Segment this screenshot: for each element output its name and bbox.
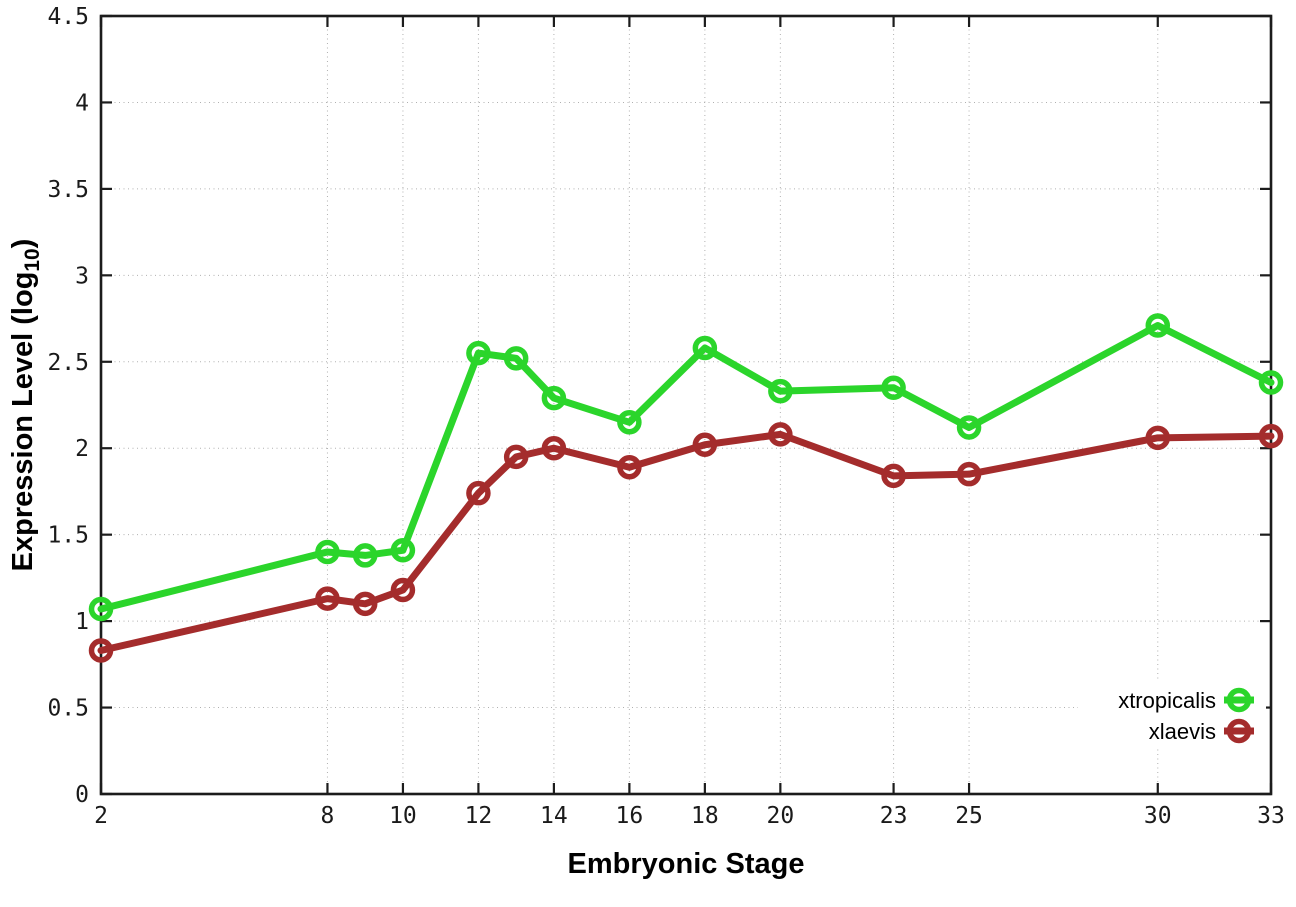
series-point-xlaevis-10 [390,577,416,603]
x-tick-label: 18 [691,803,719,829]
x-tick-label: 25 [955,803,983,829]
series-point-xtropicalis-12 [466,340,491,366]
series-point-xlaevis-25 [956,461,982,487]
series-line-xtropicalis [97,321,1275,613]
series-point-xlaevis-13 [503,444,529,470]
legend-label-xlaevis: xlaevis [1149,719,1216,744]
series-point-xtropicalis-10 [390,537,416,563]
series-point-xlaevis-30 [1145,425,1171,451]
series-point-xtropicalis-8 [315,539,340,565]
y-axis-title-text: Expression Level (log [7,271,40,572]
series-point-xlaevis-9 [352,591,378,617]
x-axis-title: Embryonic Stage [567,848,805,880]
series-point-xtropicalis-14 [541,385,567,411]
x-tick-label: 2 [94,803,108,829]
y-tick-label: 1 [75,609,89,635]
y-tick-label: 3 [75,263,89,289]
series-point-xtropicalis-13 [503,346,529,371]
series-point-xlaevis-8 [315,586,340,611]
series-point-xtropicalis-9 [352,543,378,568]
series-point-xtropicalis-23 [881,375,906,400]
x-tick-label: 23 [880,803,908,829]
series-point-xtropicalis-20 [768,378,793,404]
series-point-xlaevis-2 [88,638,114,663]
x-tick-label: 12 [465,803,493,829]
x-tick-label: 33 [1257,803,1285,829]
series-line-xlaevis [97,430,1275,655]
series-point-xlaevis-23 [881,463,906,489]
y-tick-label: 1.5 [47,523,89,549]
series-point-xlaevis-14 [541,435,567,461]
y-tick-label: 3.5 [47,177,89,203]
x-tick-label: 30 [1144,803,1172,829]
y-axis-title-subscript: 10 [20,248,44,272]
series-point-xlaevis-18 [692,432,718,458]
y-tick-label: 2 [75,436,89,462]
y-axis-title: Expression Level (log10) [7,239,45,572]
y-tick-label: 0.5 [47,696,89,722]
legend-sample-marker-xtropicalis [1226,687,1252,713]
series-point-xtropicalis-30 [1145,313,1171,338]
plot-border [99,14,1273,796]
series-point-xtropicalis-16 [617,410,642,435]
series-point-xlaevis-12 [466,480,491,506]
legend-label-xtropicalis: xtropicalis [1118,688,1216,713]
y-axis-title-close: ) [7,238,40,249]
x-tick-label: 20 [767,803,795,829]
x-tick-label: 10 [389,803,417,829]
y-tick-label: 0 [75,782,89,808]
series-point-xtropicalis-25 [956,415,982,440]
legend-sample-marker-xlaevis [1226,718,1252,744]
x-tick-label: 16 [616,803,644,829]
series-point-xtropicalis-2 [88,596,114,622]
series-point-xlaevis-16 [617,454,642,480]
x-tick-label: 14 [540,803,568,829]
series-point-xtropicalis-33 [1258,370,1284,395]
x-tick-label: 8 [321,803,335,829]
y-tick-label: 4 [75,90,89,116]
y-tick-label: 4.5 [47,4,89,30]
series-point-xlaevis-33 [1258,423,1284,449]
y-tick-label: 2.5 [47,350,89,376]
series-point-xtropicalis-18 [692,335,718,361]
series-point-xlaevis-20 [768,422,793,447]
